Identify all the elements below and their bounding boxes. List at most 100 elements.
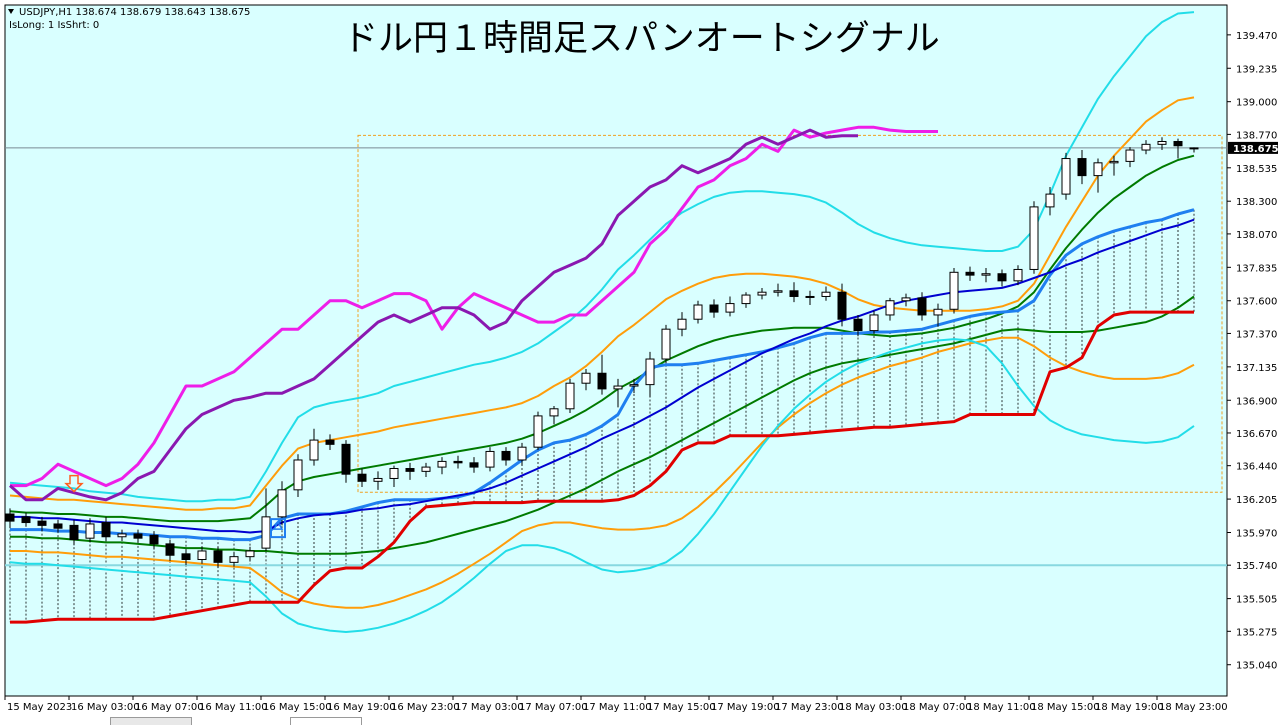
candle <box>757 287 767 300</box>
candle <box>645 351 655 398</box>
candle <box>773 283 783 297</box>
y-tick-label: 139.000 <box>1236 98 1277 109</box>
y-tick-label: 138.300 <box>1236 197 1277 208</box>
candle <box>133 529 143 543</box>
candle <box>837 283 847 327</box>
candle <box>1029 201 1039 274</box>
candle <box>213 546 223 569</box>
candle <box>181 549 191 566</box>
current-price-label: 138.675 <box>1233 144 1279 155</box>
candle <box>437 457 447 475</box>
ma-fast-line <box>10 208 1195 542</box>
candle <box>565 378 575 414</box>
chart-tab-2[interactable] <box>290 717 362 725</box>
chart-tab-1[interactable] <box>110 717 192 725</box>
candle <box>1093 158 1103 193</box>
x-tick-label: 16 May 07:00 <box>135 702 204 713</box>
x-tick-label: 18 May 15:00 <box>1031 702 1100 713</box>
candle <box>229 552 239 567</box>
candle <box>1109 155 1119 176</box>
bb-inner-upper-line <box>9 154 1195 523</box>
candle <box>1157 137 1167 151</box>
y-tick-label: 135.505 <box>1236 595 1277 606</box>
x-tick-label: 17 May 19:00 <box>711 702 780 713</box>
x-tick-label: 17 May 11:00 <box>583 702 652 713</box>
x-tick-label: 15 May 2023 <box>7 702 72 713</box>
y-tick-label: 136.205 <box>1236 495 1277 506</box>
candle <box>85 518 95 543</box>
candle <box>933 303 943 327</box>
price-axis-background <box>1228 5 1278 696</box>
candle <box>373 471 383 490</box>
time-axis-background <box>0 697 1279 717</box>
candle <box>1077 150 1087 185</box>
candle <box>661 324 671 364</box>
y-tick-label: 136.670 <box>1236 429 1277 440</box>
candle <box>389 465 399 487</box>
candle <box>117 529 127 542</box>
candle <box>101 516 111 542</box>
candle <box>357 468 367 487</box>
candle <box>1173 138 1183 159</box>
y-tick-label: 139.470 <box>1236 31 1277 42</box>
candle <box>309 428 319 466</box>
bb-outer-lower-line <box>9 338 1195 633</box>
histogram-layer <box>9 209 1195 623</box>
candle <box>821 286 831 301</box>
y-tick-label: 135.740 <box>1236 561 1277 572</box>
price-axis: 139.470 139.235 139.000 138.770 138.535 138.3… <box>1227 31 1279 672</box>
y-tick-label: 136.440 <box>1236 462 1277 473</box>
candle <box>997 269 1007 287</box>
candle <box>325 434 335 451</box>
y-tick-label: 137.135 <box>1236 363 1277 374</box>
candle <box>965 266 975 281</box>
candle <box>341 440 351 483</box>
x-tick-label: 17 May 23:00 <box>775 702 844 713</box>
candle <box>1013 265 1023 286</box>
y-tick-label: 139.235 <box>1236 64 1277 75</box>
candle <box>613 378 623 408</box>
candle <box>453 455 463 469</box>
candle <box>981 268 991 283</box>
signal-markers-layer <box>64 474 286 539</box>
candle <box>805 290 815 306</box>
candle <box>629 378 639 394</box>
y-tick-label: 138.070 <box>1236 230 1277 241</box>
x-tick-label: 16 May 03:00 <box>71 702 140 713</box>
x-tick-label: 18 May 03:00 <box>839 702 908 713</box>
osc-purple-line <box>9 128 858 502</box>
candle <box>693 300 703 324</box>
candle <box>901 293 911 307</box>
y-tick-label: 136.900 <box>1236 396 1277 407</box>
y-tick-label: 135.040 <box>1236 661 1277 672</box>
triangle-down-icon[interactable] <box>8 9 14 14</box>
candle <box>469 457 479 473</box>
indicator-lines-layer <box>5 11 1227 633</box>
candle <box>709 299 719 318</box>
candle <box>1125 147 1135 168</box>
candle <box>677 312 687 337</box>
bb-mid-upper-line <box>9 96 1195 511</box>
x-tick-label: 18 May 23:00 <box>1159 702 1228 713</box>
buy-arrow-icon <box>272 520 284 530</box>
candles-layer <box>5 137 1199 569</box>
candle <box>21 512 31 527</box>
bb-inner-lower-line <box>10 295 1195 555</box>
y-tick-label: 137.835 <box>1236 263 1277 274</box>
ma-slow-line <box>10 218 1195 534</box>
y-tick-label: 137.370 <box>1236 329 1277 340</box>
candle <box>1061 152 1071 200</box>
candle <box>245 546 255 561</box>
candle <box>853 314 863 337</box>
bb-mid-lower-line <box>10 336 1195 609</box>
sell-arrow-icon <box>64 474 84 493</box>
candle <box>485 447 495 472</box>
osc-magenta-line <box>10 125 938 488</box>
y-tick-label: 135.970 <box>1236 528 1277 539</box>
candle <box>549 405 559 425</box>
candle <box>597 354 607 395</box>
candle <box>197 546 207 564</box>
